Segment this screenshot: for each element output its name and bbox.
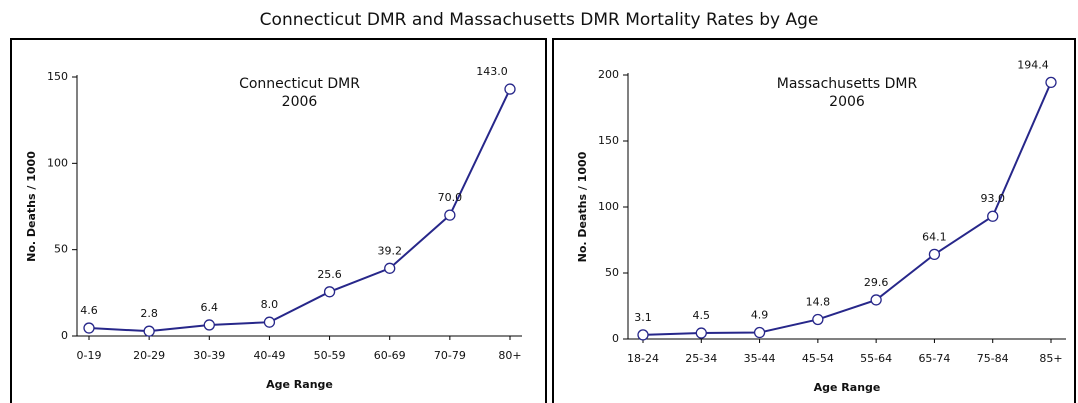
panel-border bbox=[10, 38, 547, 403]
data-label: 143.0 bbox=[476, 65, 508, 78]
y-tick-label: 150 bbox=[598, 134, 619, 147]
y-tick-label: 150 bbox=[47, 70, 68, 83]
point bbox=[143, 325, 155, 337]
point bbox=[323, 286, 336, 298]
data-label: 4.6 bbox=[80, 304, 98, 317]
data-label: 2.8 bbox=[140, 307, 158, 320]
x-tick-label: 85+ bbox=[1039, 352, 1062, 365]
point bbox=[753, 326, 766, 339]
line bbox=[88, 88, 511, 333]
x-tick-label: 65-74 bbox=[918, 352, 950, 365]
point bbox=[987, 210, 999, 222]
x-tick-label: 70-79 bbox=[434, 349, 466, 362]
x-tick-label: 35-44 bbox=[744, 352, 776, 365]
y-tick-label: 0 bbox=[612, 332, 619, 345]
chart-title: Connecticut DMR bbox=[239, 76, 360, 92]
x-tick-label: 50-59 bbox=[314, 349, 346, 362]
data-label: 14.8 bbox=[806, 295, 831, 308]
data-label: 93.0 bbox=[980, 192, 1005, 205]
x-axis-label: Age Range bbox=[266, 378, 333, 391]
data-label: 70.0 bbox=[438, 191, 463, 204]
point bbox=[504, 83, 516, 95]
y-tick-label: 100 bbox=[47, 156, 68, 169]
point bbox=[263, 316, 276, 328]
data-label: 194.4 bbox=[1017, 58, 1049, 71]
point bbox=[203, 319, 215, 331]
data-label: 8.0 bbox=[261, 298, 279, 311]
data-label: 39.2 bbox=[377, 244, 402, 257]
x-tick-label: 30-39 bbox=[193, 349, 225, 362]
x-tick-label: 75-84 bbox=[977, 352, 1009, 365]
chart-subtitle: 2006 bbox=[829, 94, 865, 110]
point bbox=[1045, 76, 1057, 89]
y-axis-label: No. Deaths / 1000 bbox=[25, 151, 38, 262]
x-tick-label: 20-29 bbox=[133, 349, 165, 362]
point bbox=[444, 209, 456, 221]
point bbox=[695, 327, 707, 339]
data-label: 4.5 bbox=[693, 309, 711, 322]
point bbox=[637, 329, 649, 341]
data-label: 25.6 bbox=[317, 268, 342, 281]
point bbox=[812, 313, 824, 326]
y-tick-label: 50 bbox=[54, 243, 68, 256]
data-label: 64.1 bbox=[922, 230, 947, 243]
x-tick-label: 45-54 bbox=[802, 352, 834, 365]
line bbox=[642, 81, 1052, 336]
y-tick-label: 100 bbox=[598, 200, 619, 213]
x-tick-label: 60-69 bbox=[374, 349, 406, 362]
data-label: 29.6 bbox=[864, 276, 889, 289]
chart-title: Massachusetts DMR bbox=[777, 76, 918, 92]
x-tick-label: 80+ bbox=[498, 349, 521, 362]
main-title: Connecticut DMR and Massachusetts DMR Mo… bbox=[260, 10, 819, 30]
panel-border bbox=[552, 38, 1076, 403]
data-label: 6.4 bbox=[201, 301, 219, 314]
x-axis-label: Age Range bbox=[814, 381, 881, 394]
y-axis-label: No. Deaths / 1000 bbox=[576, 151, 589, 262]
y-tick-label: 50 bbox=[605, 266, 619, 279]
point bbox=[83, 322, 95, 334]
point bbox=[870, 294, 882, 306]
x-tick-label: 25-34 bbox=[685, 352, 717, 365]
x-tick-label: 18-24 bbox=[627, 352, 659, 365]
x-tick-label: 0-19 bbox=[77, 349, 102, 362]
y-tick-label: 200 bbox=[598, 68, 619, 81]
point bbox=[384, 262, 396, 274]
data-label: 4.9 bbox=[751, 309, 769, 322]
y-tick-label: 0 bbox=[61, 329, 68, 342]
point bbox=[928, 248, 941, 261]
chart-subtitle: 2006 bbox=[282, 94, 318, 110]
data-label: 3.1 bbox=[634, 311, 652, 324]
x-tick-label: 40-49 bbox=[253, 349, 285, 362]
x-tick-label: 55-64 bbox=[860, 352, 892, 365]
